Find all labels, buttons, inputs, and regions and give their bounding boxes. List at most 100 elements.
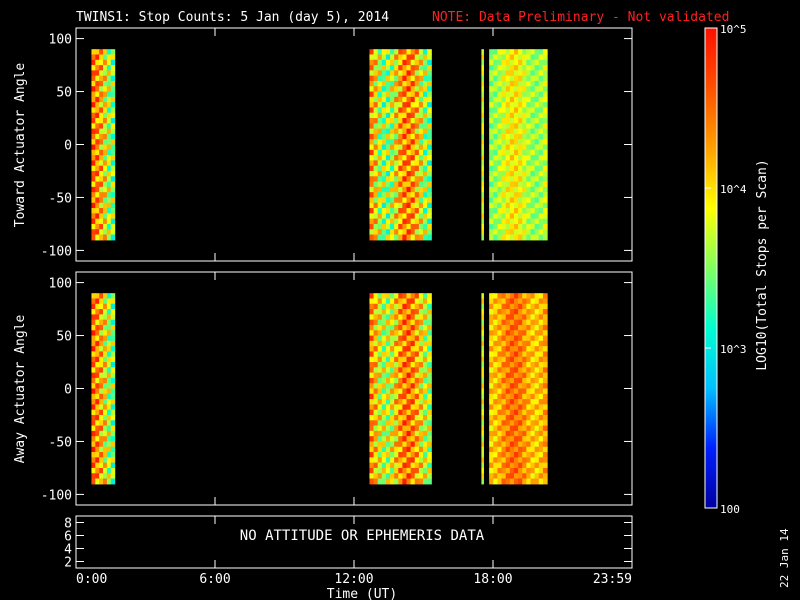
- heatmap-cell: [381, 314, 387, 321]
- heatmap-cell: [522, 298, 527, 305]
- heatmap-cell: [418, 70, 424, 77]
- heatmap-cell: [497, 478, 503, 485]
- heatmap-cell: [427, 107, 432, 114]
- heatmap-cell: [99, 404, 104, 411]
- heatmap-cell: [427, 335, 432, 342]
- heatmap-cell: [414, 340, 420, 347]
- heatmap-cell: [373, 49, 379, 56]
- x-tick-label: 12:00: [334, 572, 373, 587]
- heatmap-cell: [501, 430, 507, 437]
- heatmap-cell: [398, 170, 403, 177]
- heatmap-cell: [538, 351, 544, 358]
- heatmap-cell: [110, 96, 116, 103]
- heatmap-cell: [534, 462, 540, 469]
- heatmap-cell: [489, 91, 494, 98]
- heatmap-cell: [390, 309, 395, 315]
- heatmap-cell: [414, 123, 420, 130]
- heatmap-cell: [526, 298, 532, 305]
- heatmap-cell: [410, 293, 416, 300]
- heatmap-cell: [91, 192, 96, 199]
- heatmap-cell: [103, 123, 108, 130]
- heatmap-cell: [538, 346, 544, 353]
- heatmap-cell: [538, 309, 544, 315]
- heatmap-cell: [518, 473, 523, 480]
- heatmap-cell: [509, 54, 515, 61]
- heatmap-cell: [501, 49, 507, 56]
- heatmap-cell: [422, 229, 428, 236]
- heatmap-cell: [99, 457, 104, 464]
- heatmap-cell: [385, 192, 391, 199]
- heatmap-cell: [377, 452, 383, 458]
- heatmap-cell: [538, 223, 544, 230]
- heatmap-cell: [398, 425, 403, 432]
- heatmap-cell: [394, 473, 399, 480]
- heatmap-cell: [493, 377, 499, 384]
- heatmap-cell: [530, 165, 536, 172]
- heatmap-cell: [493, 49, 499, 56]
- heatmap-cell: [398, 96, 403, 103]
- heatmap-cell: [390, 202, 395, 209]
- heatmap-cell: [398, 404, 403, 411]
- heatmap-cell: [501, 144, 507, 151]
- heatmap-cell: [542, 319, 548, 326]
- heatmap-cell: [505, 155, 511, 161]
- heatmap-cell: [542, 446, 548, 453]
- heatmap-cell: [385, 377, 391, 384]
- heatmap-cell: [398, 202, 403, 209]
- heatmap-cell: [410, 139, 416, 146]
- heatmap-cell: [402, 170, 408, 177]
- heatmap-cell: [542, 441, 548, 448]
- heatmap-cell: [373, 324, 379, 331]
- heatmap-cell: [542, 75, 548, 82]
- heatmap-cell: [418, 330, 424, 337]
- heatmap-cell: [534, 49, 540, 56]
- heatmap-cell: [513, 340, 519, 347]
- heatmap-cell: [538, 430, 544, 437]
- heatmap-cell: [414, 399, 420, 405]
- heatmap-cell: [497, 399, 503, 405]
- heatmap-cell: [427, 91, 432, 98]
- heatmap-cell: [414, 324, 420, 331]
- heatmap-cell: [526, 75, 532, 82]
- heatmap-cell: [99, 436, 104, 443]
- heatmap-cell: [103, 436, 108, 443]
- heatmap-cell: [509, 351, 515, 358]
- heatmap-cell: [489, 420, 494, 427]
- heatmap-cell: [522, 229, 527, 236]
- heatmap-cell: [377, 218, 383, 225]
- heatmap-cell: [481, 112, 484, 119]
- heatmap-cell: [422, 324, 428, 331]
- y-tick-label: 2: [64, 556, 72, 571]
- heatmap-cell: [489, 351, 494, 358]
- heatmap-cell: [427, 160, 432, 167]
- heatmap-cell: [534, 309, 540, 315]
- heatmap-cell: [522, 414, 527, 421]
- heatmap-cell: [390, 452, 395, 458]
- heatmap-cell: [385, 303, 391, 310]
- heatmap-cell: [497, 181, 503, 188]
- heatmap-cell: [481, 118, 484, 124]
- heatmap-cell: [95, 176, 100, 183]
- heatmap-cell: [381, 102, 387, 109]
- heatmap-cell: [505, 107, 511, 114]
- heatmap-cell: [542, 425, 548, 432]
- heatmap-cell: [373, 298, 379, 305]
- heatmap-cell: [493, 462, 499, 469]
- heatmap-cell: [394, 165, 399, 172]
- heatmap-cell: [414, 234, 420, 241]
- heatmap-cell: [394, 234, 399, 241]
- heatmap-cell: [377, 293, 383, 300]
- heatmap-cell: [518, 70, 523, 77]
- heatmap-cell: [95, 197, 100, 204]
- heatmap-cell: [394, 170, 399, 177]
- heatmap-cell: [398, 430, 403, 437]
- heatmap-cell: [427, 356, 432, 363]
- heatmap-cell: [106, 165, 112, 172]
- heatmap-cell: [414, 367, 420, 374]
- heatmap-cell: [509, 139, 515, 146]
- heatmap-cell: [518, 425, 523, 432]
- heatmap-cell: [369, 118, 375, 124]
- heatmap-cell: [91, 414, 96, 421]
- heatmap-cell: [95, 59, 100, 66]
- heatmap-cell: [493, 165, 499, 172]
